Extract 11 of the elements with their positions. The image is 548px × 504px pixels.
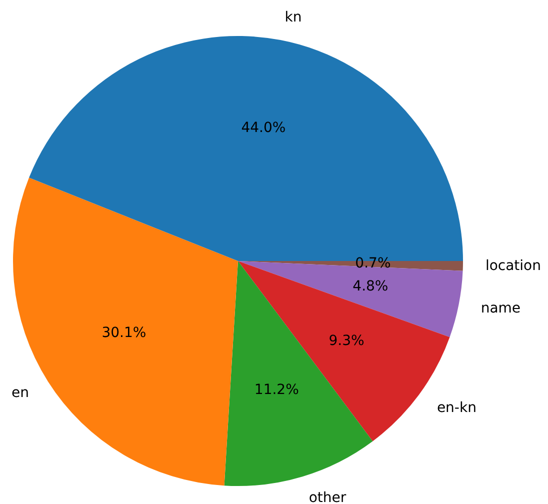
data-label: 11.2% bbox=[254, 382, 299, 398]
slice-label: en bbox=[11, 385, 29, 402]
data-label: 44.0% bbox=[241, 120, 286, 136]
data-label: 9.3% bbox=[328, 332, 364, 349]
data-label: 30.1% bbox=[102, 324, 146, 341]
slice-label: kn bbox=[284, 10, 302, 26]
data-label: 4.8% bbox=[352, 278, 388, 295]
slice-label: name bbox=[480, 300, 521, 316]
slice-label: other bbox=[308, 490, 346, 504]
slice-label: en-kn bbox=[436, 400, 476, 416]
slice-label: location bbox=[485, 258, 542, 274]
